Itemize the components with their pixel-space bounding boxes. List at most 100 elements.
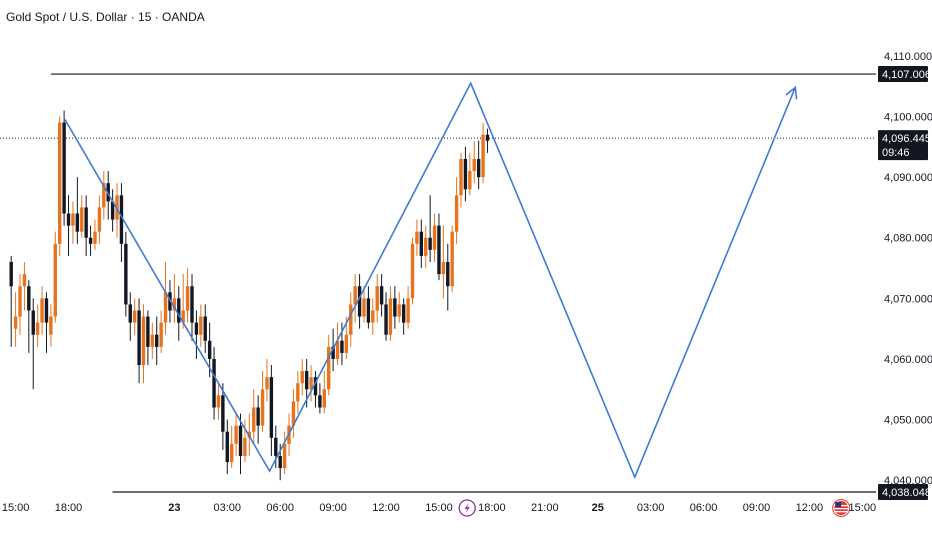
candle-body: [13, 316, 18, 329]
candle-body: [274, 437, 278, 456]
candle: [194, 310, 199, 359]
x-tick-label: 23: [168, 502, 180, 514]
candle: [282, 431, 287, 475]
badge-text: 09:46: [882, 147, 910, 159]
candle: [243, 419, 247, 463]
candle-body: [238, 425, 243, 456]
candle: [128, 292, 132, 341]
candle-body: [18, 286, 22, 317]
candle: [379, 274, 384, 317]
x-tick-label: 03:00: [214, 502, 242, 514]
candle-body: [327, 346, 331, 390]
candle-body: [252, 407, 256, 432]
candle: [49, 304, 53, 347]
candle: [110, 189, 115, 232]
candle: [119, 183, 124, 262]
candle: [40, 286, 44, 335]
candle: [35, 304, 40, 347]
y-tick-label: 4,070.000: [884, 293, 932, 305]
candle-body: [35, 322, 40, 335]
candle-body: [296, 383, 300, 402]
candle: [84, 195, 88, 256]
candle: [410, 237, 415, 305]
candle: [66, 195, 71, 256]
candle: [335, 322, 340, 366]
candle-body: [88, 237, 93, 244]
candle-body: [234, 425, 238, 444]
candle: [252, 389, 256, 444]
candle-body: [102, 183, 106, 208]
candle-body: [146, 316, 150, 347]
candle-body: [172, 298, 177, 311]
candle-body: [335, 340, 340, 359]
candle-body: [203, 316, 207, 341]
candle: [260, 371, 265, 432]
candle: [13, 292, 18, 347]
candle: [80, 195, 84, 238]
candle: [155, 316, 159, 366]
candle: [97, 195, 102, 244]
candle: [44, 292, 49, 353]
candle: [300, 358, 304, 396]
candle-body: [291, 401, 296, 426]
candle: [102, 171, 106, 220]
candle: [450, 225, 454, 293]
candle-body: [388, 298, 393, 335]
candle-body: [221, 395, 225, 432]
candle: [485, 128, 490, 153]
candle-body: [353, 286, 357, 305]
candle-body: [446, 261, 450, 287]
candle-body: [71, 213, 75, 226]
candle-body: [181, 310, 185, 323]
candle: [388, 286, 393, 341]
candle: [437, 213, 441, 281]
candle-body: [304, 371, 309, 390]
candle: [93, 219, 97, 250]
candle: [31, 298, 35, 390]
badge-bg: [878, 484, 928, 501]
candle: [62, 110, 66, 226]
y-tick-label: 4,110.000: [884, 51, 932, 63]
lightning-event-icon[interactable]: [458, 499, 476, 517]
candle-body: [468, 171, 472, 190]
candle-body: [424, 237, 428, 256]
candle-body: [31, 310, 35, 335]
candle: [406, 286, 410, 329]
candle: [225, 419, 229, 475]
candle-body: [366, 298, 371, 323]
candle: [238, 413, 243, 475]
x-tick-label: 15:00: [2, 502, 30, 514]
badge-text: 4,107.006: [882, 69, 931, 81]
candle-body: [406, 298, 410, 323]
x-tick-label: 12:00: [372, 502, 400, 514]
x-tick-label: 15:00: [849, 502, 877, 514]
candle-body: [229, 443, 234, 463]
candle-body: [278, 455, 282, 469]
candle: [216, 383, 221, 420]
candle-body: [410, 243, 415, 299]
candle-body: [313, 377, 318, 396]
x-tick-label: 15:00: [425, 502, 453, 514]
candle-body: [194, 322, 199, 335]
candle: [265, 358, 269, 402]
candle: [172, 274, 177, 323]
candle: [371, 298, 375, 335]
candle-body: [216, 395, 221, 408]
candle-body: [66, 213, 71, 226]
candle: [366, 286, 371, 329]
flag-stripe: [834, 508, 849, 510]
y-tick-label: 4,050.000: [884, 415, 932, 427]
us-flag-event-icon[interactable]: [832, 499, 851, 517]
candle-body: [371, 310, 375, 323]
candle-body: [362, 298, 366, 317]
candle-body: [155, 334, 159, 347]
x-tick-label: 06:00: [690, 502, 718, 514]
candle: [124, 231, 128, 317]
candle: [203, 304, 207, 353]
candle: [221, 383, 225, 450]
candle: [327, 334, 331, 396]
candle-body: [9, 261, 13, 287]
candle-body: [485, 134, 490, 141]
